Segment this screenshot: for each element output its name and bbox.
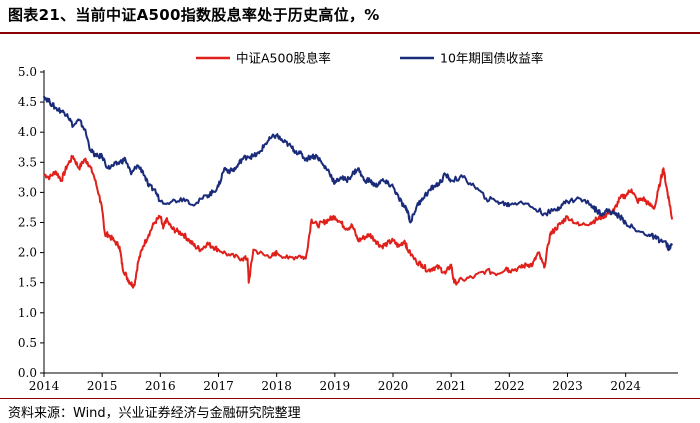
- y-tick-label: 0.5: [18, 336, 37, 350]
- y-tick-label: 1.5: [18, 276, 37, 290]
- legend-label-treasury-yield: 10年期国债收益率: [440, 51, 543, 66]
- x-tick-label: 2019: [320, 379, 351, 393]
- legend-label-dividend-yield: 中证A500股息率: [236, 51, 331, 66]
- x-tick-label: 2017: [203, 379, 234, 393]
- source-note: 资料来源：Wind，兴业证券经济与金融研究院整理: [8, 406, 301, 421]
- series-line-dividend-yield: [43, 154, 674, 289]
- y-tick-label: 5.0: [18, 65, 37, 79]
- source-divider: [0, 398, 700, 399]
- x-tick-label: 2015: [87, 379, 118, 393]
- chart-title: 图表21、当前中证A500指数股息率处于历史高位，%: [8, 6, 380, 24]
- y-tick-label: 4.0: [18, 125, 37, 139]
- y-tick-label: 2.5: [18, 216, 37, 230]
- x-tick-label: 2018: [261, 379, 292, 393]
- y-tick-label: 1.0: [18, 306, 37, 320]
- y-tick-label: 3.5: [18, 155, 37, 169]
- x-tick-label: 2023: [552, 379, 583, 393]
- line-chart: 0.0 0.5 1.0 1.5 2.0 2.5 3.0 3.5 4.0 4.5 5.0 2014 201…: [18, 51, 678, 393]
- y-tick-label: 4.5: [18, 95, 37, 109]
- y-tick-label: 3.0: [18, 185, 37, 199]
- x-tick-label: 2024: [610, 379, 641, 393]
- series-line-treasury-yield: [43, 95, 674, 252]
- x-tick-label: 2022: [494, 379, 525, 393]
- x-tick-label: 2020: [378, 379, 409, 393]
- x-tick-label: 2014: [29, 379, 60, 393]
- y-tick-label: 0.0: [18, 366, 37, 380]
- x-tick-label: 2021: [436, 379, 467, 393]
- y-tick-label: 2.0: [18, 246, 37, 260]
- title-divider: [0, 32, 700, 34]
- x-tick-label: 2016: [145, 379, 176, 393]
